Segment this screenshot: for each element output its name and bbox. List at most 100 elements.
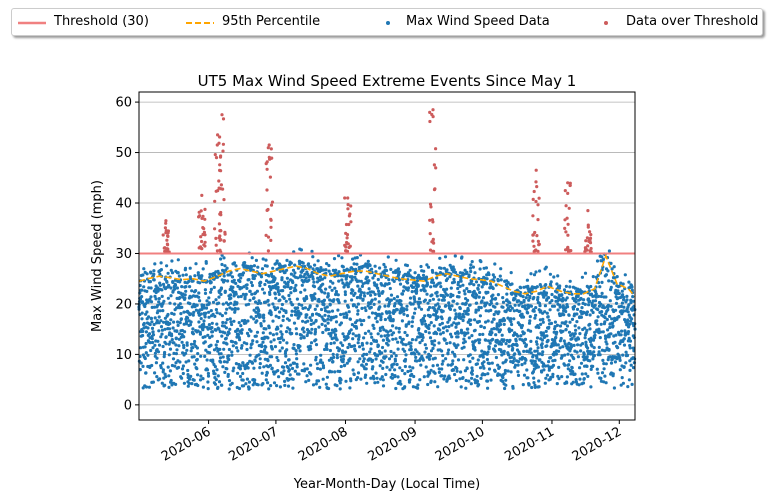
- data-point: [203, 340, 207, 344]
- data-point: [327, 263, 331, 268]
- data-point: [552, 275, 556, 279]
- data-point: [524, 296, 528, 300]
- data-point: [534, 340, 539, 344]
- data-point: [288, 327, 292, 332]
- data-point: [195, 303, 199, 307]
- data-point: [571, 332, 575, 336]
- data-point: [150, 305, 154, 309]
- data-point: [432, 324, 436, 328]
- data-point: [324, 271, 328, 275]
- data-point: [252, 264, 256, 268]
- data-point: [160, 332, 164, 336]
- data-point: [631, 366, 636, 370]
- data-point: [389, 267, 393, 271]
- data-point: [339, 341, 343, 345]
- data-point: [293, 263, 297, 267]
- data-point: [193, 362, 197, 366]
- data-point: [620, 301, 625, 305]
- data-point: [250, 264, 254, 269]
- data-point: [386, 297, 390, 301]
- data-point: [439, 266, 443, 270]
- data-point: [239, 324, 243, 328]
- data-point: [352, 372, 356, 377]
- data-point: [610, 279, 614, 283]
- data-point: [366, 265, 370, 269]
- data-point: [201, 377, 205, 381]
- data-point: [543, 310, 547, 314]
- data-point: [337, 254, 341, 258]
- data-point: [360, 343, 365, 347]
- data-point: [384, 355, 388, 359]
- data-point: [167, 353, 171, 357]
- data-point: [447, 348, 451, 352]
- data-point: [311, 383, 316, 387]
- data-point: [202, 322, 206, 326]
- data-point: [287, 318, 291, 322]
- data-point: [458, 284, 462, 288]
- data-point: [357, 279, 361, 283]
- data-point: [420, 322, 424, 326]
- data-point: [457, 321, 461, 325]
- over-threshold-point: [219, 229, 223, 233]
- data-point: [324, 382, 328, 386]
- data-point: [229, 301, 233, 305]
- data-point: [176, 258, 180, 262]
- data-point: [248, 298, 252, 302]
- data-point: [606, 269, 610, 273]
- data-point: [272, 338, 276, 342]
- data-point: [603, 316, 607, 320]
- data-point: [357, 335, 361, 339]
- data-point: [287, 293, 291, 298]
- data-point: [553, 358, 557, 362]
- data-point: [223, 289, 227, 293]
- data-point: [564, 320, 568, 324]
- data-point: [230, 322, 234, 327]
- data-point: [388, 316, 393, 320]
- legend-swatch-dot: [604, 21, 608, 25]
- data-point: [516, 370, 520, 374]
- data-point: [359, 377, 363, 381]
- over-threshold-point: [343, 196, 347, 200]
- data-point: [563, 353, 567, 357]
- data-point: [374, 371, 378, 375]
- over-threshold-peak: [216, 133, 220, 137]
- data-point: [577, 302, 581, 306]
- data-point: [628, 346, 632, 350]
- data-point: [151, 380, 155, 384]
- data-point: [375, 320, 379, 324]
- data-point: [513, 352, 517, 356]
- data-point: [530, 385, 534, 390]
- data-point: [414, 355, 418, 359]
- over-threshold-point: [215, 249, 219, 253]
- data-point: [381, 290, 385, 294]
- data-point: [473, 318, 477, 322]
- data-point: [279, 330, 283, 334]
- data-point: [337, 270, 341, 274]
- data-point: [184, 289, 188, 293]
- data-point: [551, 372, 555, 376]
- over-threshold-point: [203, 240, 207, 244]
- data-point: [538, 318, 543, 322]
- over-threshold-point: [202, 243, 206, 247]
- over-threshold-point: [564, 204, 568, 208]
- data-point: [213, 372, 217, 376]
- data-point: [481, 355, 485, 359]
- data-point: [297, 372, 301, 376]
- data-point: [398, 278, 402, 282]
- data-point: [519, 301, 524, 305]
- data-point: [560, 354, 564, 359]
- data-point: [618, 358, 622, 362]
- data-layer: [137, 108, 637, 391]
- data-point: [217, 380, 222, 384]
- data-point: [539, 291, 543, 295]
- data-point: [406, 286, 411, 290]
- data-point: [351, 257, 355, 261]
- data-point: [448, 341, 452, 345]
- data-point: [345, 313, 349, 317]
- data-point: [418, 300, 422, 304]
- data-point: [299, 336, 303, 340]
- data-point: [549, 356, 553, 360]
- data-point: [584, 340, 588, 344]
- data-point: [281, 338, 286, 342]
